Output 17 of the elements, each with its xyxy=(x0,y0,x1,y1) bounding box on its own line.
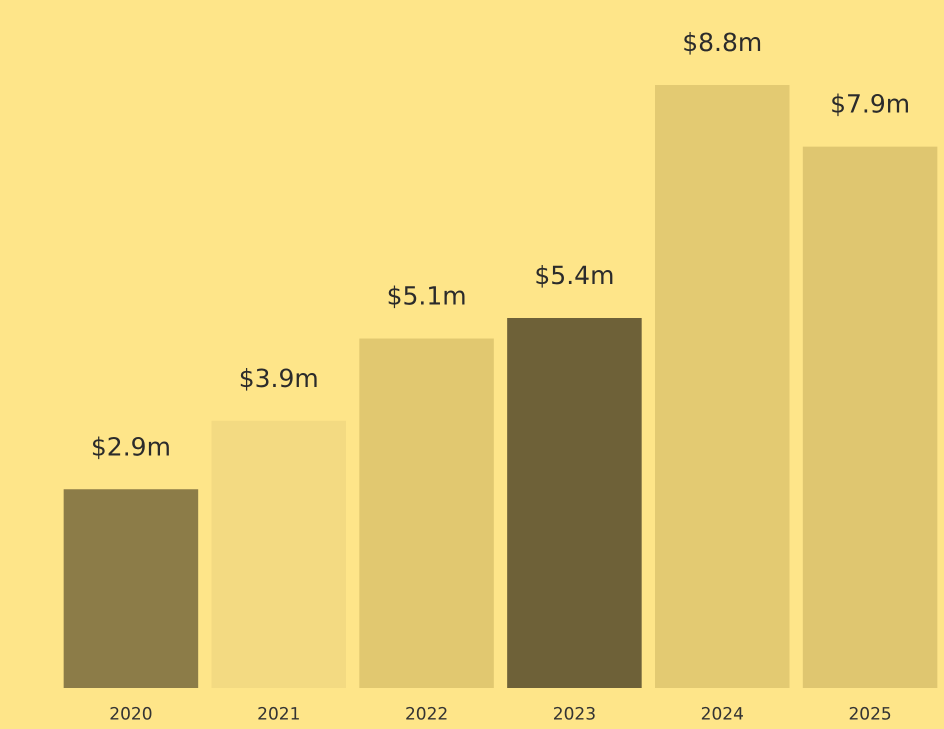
data-label: $7.9m xyxy=(830,90,910,119)
bar xyxy=(64,489,198,688)
bar xyxy=(802,146,938,688)
data-label: $5.1m xyxy=(386,282,467,311)
x-tick-label: 2022 xyxy=(404,704,448,724)
data-label: $5.4m xyxy=(534,260,614,290)
x-tick-label: 2025 xyxy=(848,704,892,724)
data-label: $2.9m xyxy=(90,432,171,462)
data-label: $8.8m xyxy=(682,28,762,57)
x-tick-label: 2023 xyxy=(552,704,596,724)
x-tick-label: 2021 xyxy=(257,704,300,724)
x-tick-label: 2024 xyxy=(700,704,744,724)
x-tick-label: 2020 xyxy=(109,704,153,724)
bar xyxy=(507,318,642,688)
bar xyxy=(359,338,494,688)
bar xyxy=(654,85,790,688)
data-label: $3.9m xyxy=(238,364,319,393)
